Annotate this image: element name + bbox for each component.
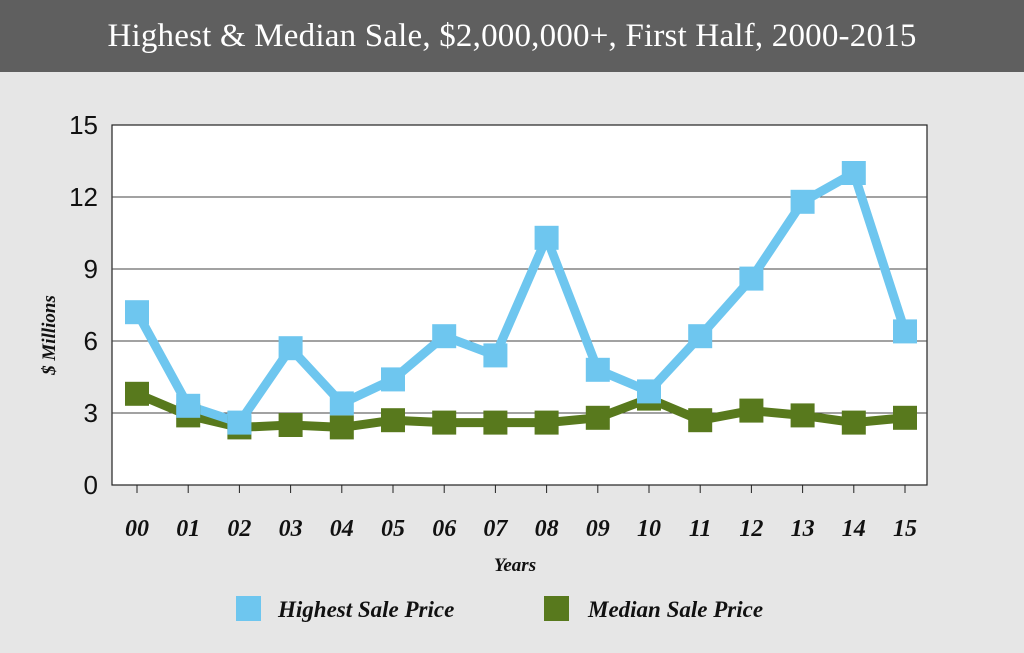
data-point-0: [585, 357, 610, 382]
data-point-0: [893, 319, 917, 344]
x-tick-label: 01: [176, 516, 200, 542]
x-tick-label: 14: [842, 516, 866, 542]
x-tick-label: 03: [279, 516, 303, 542]
y-tick-label: 9: [84, 254, 98, 284]
data-point-1: [790, 403, 815, 428]
data-point-0: [278, 336, 303, 361]
legend-swatch-0: [236, 596, 261, 621]
legend: Highest Sale Price Median Sale Price: [236, 596, 763, 622]
data-point-0: [329, 391, 354, 416]
x-tick-label: 13: [791, 516, 815, 542]
data-point-0: [637, 379, 661, 404]
series-group: [125, 161, 917, 440]
data-point-1: [534, 410, 559, 435]
data-point-0: [790, 189, 815, 214]
data-point-0: [227, 410, 252, 435]
data-point-1: [585, 405, 610, 430]
data-point-1: [688, 408, 713, 433]
chart-title: Highest & Median Sale, $2,000,000+, Firs…: [107, 17, 917, 54]
data-point-1: [841, 410, 866, 435]
x-axis-label: Years: [494, 555, 536, 576]
x-tick-label: 11: [689, 516, 712, 542]
y-ticks: 0 3 6 9 12 15: [69, 110, 98, 500]
y-axis-label: $ Millions: [39, 295, 60, 376]
data-point-0: [534, 225, 559, 250]
data-point-1: [432, 410, 457, 435]
x-tick-label: 05: [381, 516, 405, 542]
x-tick-label: 10: [637, 516, 661, 542]
x-tick-label: 04: [330, 516, 354, 542]
x-tick-label: 06: [432, 516, 456, 542]
data-point-0: [176, 393, 201, 418]
data-point-1: [739, 398, 764, 423]
data-point-1: [278, 413, 303, 437]
data-point-1: [381, 408, 405, 433]
x-tick-label: 08: [535, 516, 559, 542]
y-tick-label: 3: [84, 398, 98, 428]
legend-label-1: Median Sale Price: [587, 597, 763, 622]
data-point-0: [841, 161, 866, 185]
legend-swatch-1: [544, 596, 569, 621]
x-ticks: 00 01 02 03 04 05 06 07 08 09 10 11 12 13 14 15: [125, 485, 917, 542]
data-point-0: [739, 266, 764, 291]
data-point-0: [432, 324, 457, 349]
x-tick-label: 02: [227, 516, 251, 542]
x-tick-label: 00: [125, 516, 149, 542]
data-point-0: [483, 343, 508, 368]
series-line-1: [135, 389, 906, 432]
data-point-1: [893, 405, 917, 430]
data-point-1: [125, 381, 149, 406]
data-point-0: [125, 300, 149, 325]
x-tick-label: 09: [586, 516, 610, 542]
y-tick-label: 6: [84, 326, 98, 356]
legend-label-0: Highest Sale Price: [277, 597, 454, 622]
series-line-0: [133, 168, 910, 428]
title-bar: Highest & Median Sale, $2,000,000+, Firs…: [0, 0, 1024, 72]
data-point-0: [381, 367, 405, 392]
x-tick-label: 07: [483, 516, 508, 542]
y-tick-label: 12: [69, 182, 98, 212]
x-tick-label: 12: [739, 516, 763, 542]
x-tick-label: 15: [893, 516, 917, 542]
y-tick-label: 0: [84, 470, 98, 500]
data-point-0: [688, 324, 713, 349]
y-tick-label: 15: [69, 110, 98, 140]
data-point-1: [483, 410, 508, 435]
data-point-1: [329, 415, 354, 440]
